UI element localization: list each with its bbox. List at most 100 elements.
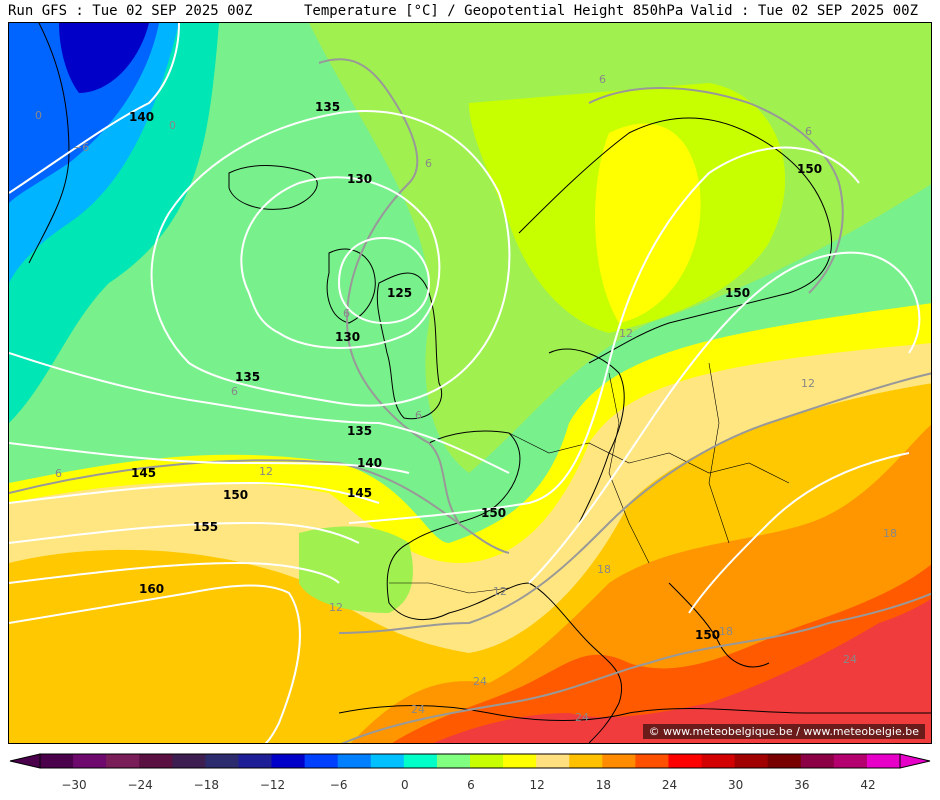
colorbar-swatch: [40, 754, 74, 768]
weather-map: 140 135 130 125 130 135 135 140 145 150 …: [8, 22, 932, 744]
colorbar-tick-label: −6: [329, 778, 348, 792]
height-label: 140: [129, 110, 154, 124]
height-label: 150: [725, 286, 750, 300]
field-27-30: [433, 599, 931, 743]
height-contours: [9, 23, 921, 743]
ireland-coast: [326, 248, 376, 324]
colorbar-min-arrow: [9, 753, 41, 769]
height-label: 140: [357, 456, 382, 470]
colorbar-swatch: [668, 754, 703, 768]
height-label: 135: [235, 370, 260, 384]
temp-label: 12: [493, 585, 507, 598]
credit-label: © www.meteobelgique.be / www.meteobelgie…: [642, 724, 925, 739]
temp-label: 24: [575, 711, 589, 724]
colorbar-swatch: [602, 754, 636, 768]
colorbar-swatch: [734, 754, 769, 768]
iceland-coast: [228, 165, 318, 210]
colorbar-max-arrow: [899, 753, 931, 769]
temp-label: 6: [425, 157, 432, 170]
temp-label: −6: [73, 141, 89, 154]
colorbar-swatch: [106, 754, 140, 768]
colorbar-swatch: [73, 754, 107, 768]
colorbar-tick-label: 30: [728, 778, 744, 792]
colorbar-tick-label: 12: [529, 778, 545, 792]
chart-title: Temperature [°C] / Geopotential Height 8…: [304, 3, 684, 19]
colorbar-swatch: [767, 754, 802, 768]
height-labels: 140 135 130 125 130 135 135 140 145 150 …: [129, 100, 822, 642]
colorbar-tick-label: −12: [259, 778, 286, 792]
temp-label: 6: [599, 73, 606, 86]
borders: [389, 362, 790, 594]
colorbar-swatch: [635, 754, 669, 768]
italy-coast: [528, 582, 623, 743]
height-label: 150: [695, 628, 720, 642]
temp-label: 24: [473, 675, 487, 688]
colorbar-swatch: [503, 754, 537, 768]
temp-label: 12: [619, 327, 633, 340]
height-label: 135: [315, 100, 340, 114]
height-label: 135: [347, 424, 372, 438]
height-label: 160: [139, 582, 164, 596]
temp-label: 6: [55, 467, 62, 480]
temp-label: 24: [843, 653, 857, 666]
colorbar-swatch: [337, 754, 372, 768]
height-label: 125: [387, 286, 412, 300]
run-label: Run GFS : Tue 02 SEP 2025 00Z: [8, 3, 253, 19]
central-europe-coast: [548, 348, 625, 524]
colorbar-swatch: [536, 754, 570, 768]
colorbar-swatch: [833, 754, 868, 768]
field-12-13: [595, 123, 701, 324]
height-label: 130: [335, 330, 360, 344]
height-label: 145: [347, 486, 372, 500]
colorbar-tick-label: 36: [794, 778, 810, 792]
colorbar-swatch: [866, 754, 901, 768]
colorbar-swatch: [403, 754, 438, 768]
colorbar-swatch: [800, 754, 835, 768]
height-label: 150: [481, 506, 506, 520]
colorbar-swatch: [304, 754, 339, 768]
temp-label: 6: [343, 307, 350, 320]
colorbar-swatch: [238, 754, 273, 768]
temp-label: 12: [329, 601, 343, 614]
temp-label: 12: [801, 377, 815, 390]
temperature-labels: 0 0 −6 6 6 6 6 6 6 6 12 12 12 12 12 18 1…: [35, 73, 897, 724]
height-label: 155: [193, 520, 218, 534]
colorbar-swatch: [370, 754, 405, 768]
temp-label: 0: [169, 119, 176, 132]
temp-label: 18: [883, 527, 897, 540]
temp-label: 12: [259, 465, 273, 478]
valid-time-label: Valid : Tue 02 SEP 2025 00Z: [690, 3, 918, 19]
colorbar-swatch: [205, 754, 239, 768]
colorbar-swatch: [172, 754, 206, 768]
colorbar-tick-label: −18: [193, 778, 219, 792]
height-label: 150: [223, 488, 248, 502]
temp-label: 6: [415, 409, 422, 422]
colorbar-tick-label: 0: [401, 778, 409, 792]
colorbar-tick-label: 42: [860, 778, 876, 792]
colorbar-tick-label: −24: [127, 778, 153, 792]
height-label: 150: [797, 162, 822, 176]
colorbar-swatch: [701, 754, 736, 768]
temp-label: 0: [35, 109, 42, 122]
scandinavia-coast: [518, 117, 833, 364]
greece-coast: [668, 582, 770, 668]
height-label: 145: [131, 466, 156, 480]
height-label: 130: [347, 172, 372, 186]
colorbar: [9, 753, 931, 769]
field-cold-core: [59, 23, 149, 93]
colorbar-swatch: [569, 754, 603, 768]
colorbar-frame: [39, 753, 901, 769]
colorbar-swatch: [436, 754, 471, 768]
temp-label: 18: [719, 625, 733, 638]
colorbar-swatch: [470, 754, 504, 768]
temperature-contours: [9, 58, 931, 743]
britain-coast: [376, 272, 442, 420]
france-iberia-coast: [386, 430, 530, 621]
temp-label: 6: [231, 385, 238, 398]
map-canvas: 140 135 130 125 130 135 135 140 145 150 …: [9, 23, 931, 743]
field-iberia-cool: [299, 526, 413, 613]
temp-label: 24: [411, 703, 425, 716]
colorbar-swatch: [139, 754, 173, 768]
north-africa-coast: [338, 705, 931, 721]
colorbar-tick-label: 6: [467, 778, 475, 792]
